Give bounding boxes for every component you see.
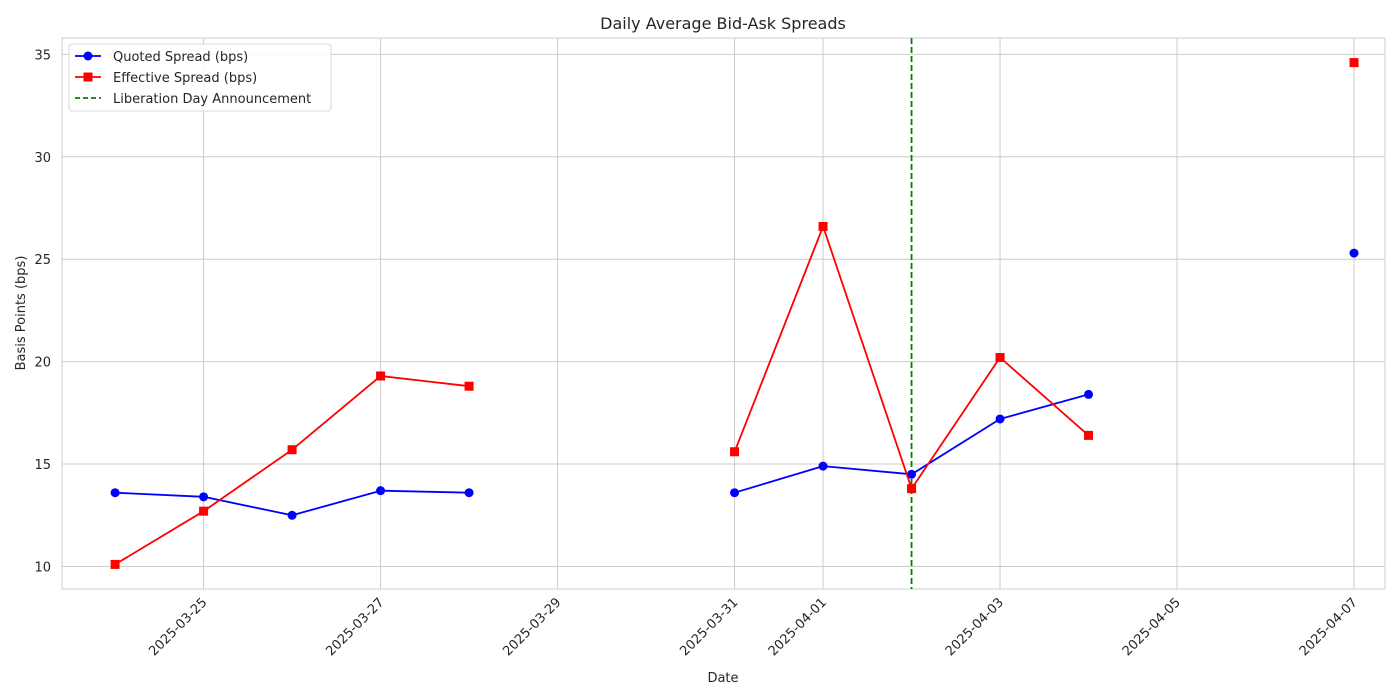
effective-spread-point xyxy=(287,445,297,455)
quoted-spread-point xyxy=(199,492,209,502)
plot-frame xyxy=(61,37,1386,590)
y-tick-label: 15 xyxy=(34,458,51,473)
legend-box xyxy=(68,43,332,112)
effective-spread-point xyxy=(1349,58,1359,68)
effective-spread-point xyxy=(730,447,740,457)
legend-label-quoted: Quoted Spread (bps) xyxy=(113,50,248,65)
effective-spread-point xyxy=(818,221,828,231)
effective-spread-point xyxy=(1084,430,1094,440)
series-layer xyxy=(110,58,1359,569)
y-tick-label: 30 xyxy=(34,151,51,166)
quoted-spread-point xyxy=(1349,248,1359,258)
legend-item-liberation-day: Liberation Day Announcement xyxy=(75,92,311,107)
y-tick-label: 20 xyxy=(34,356,51,371)
effective-spread-point xyxy=(110,559,120,569)
quoted-spread-point xyxy=(730,488,740,498)
quoted-spread-point xyxy=(287,510,297,520)
quoted-spread-point xyxy=(907,469,917,479)
legend-item-quoted: Quoted Spread (bps) xyxy=(75,50,248,65)
effective-spread-point xyxy=(464,381,474,391)
effective-spread-point xyxy=(199,506,209,516)
quoted-spread-point xyxy=(110,488,120,498)
y-tick-labels: 10 15 20 25 30 35 xyxy=(34,48,51,575)
legend-item-effective: Effective Spread (bps) xyxy=(75,71,257,86)
effective-spread-point xyxy=(907,484,917,494)
quoted-spread-point xyxy=(818,461,828,471)
legend-marker-effective xyxy=(83,72,93,82)
y-axis-label: Basis Points (bps) xyxy=(14,256,29,371)
y-tick-label: 25 xyxy=(34,253,51,268)
effective-spread-point xyxy=(376,371,386,381)
quoted-spread-point xyxy=(1084,389,1094,399)
legend-label-liberation-day: Liberation Day Announcement xyxy=(113,92,311,107)
x-axis-label: Date xyxy=(707,671,738,686)
grid-lines xyxy=(62,38,1385,589)
y-tick-label: 10 xyxy=(34,560,51,575)
legend-label-effective: Effective Spread (bps) xyxy=(113,71,257,86)
legend: Quoted Spread (bps) Effective Spread (bp… xyxy=(68,43,332,112)
effective-spread-point xyxy=(995,353,1005,363)
legend-marker-quoted xyxy=(83,51,93,61)
quoted-spread-point xyxy=(995,414,1005,424)
quoted-spread-point xyxy=(464,488,474,498)
y-tick-label: 35 xyxy=(34,48,51,63)
chart-title: Daily Average Bid-Ask Spreads xyxy=(600,14,846,33)
quoted-spread-point xyxy=(376,486,386,496)
